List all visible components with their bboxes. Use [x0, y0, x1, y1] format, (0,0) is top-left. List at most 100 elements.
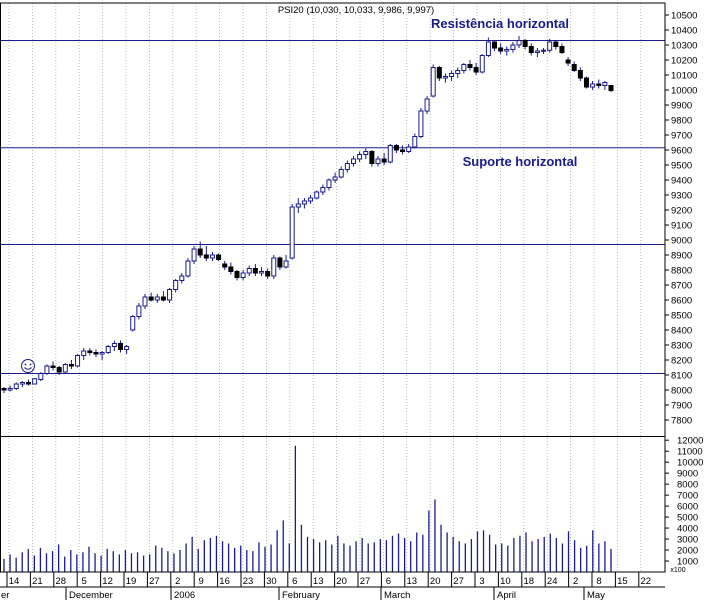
x-tick-label: 20: [430, 576, 441, 587]
candle: [344, 160, 350, 173]
candle: [50, 361, 56, 371]
y-tick-label: 10100: [671, 71, 697, 82]
candle: [148, 292, 154, 302]
candle-body: [400, 149, 406, 152]
chart-title: PSI20 (10,030, 10,033, 9,986, 9,997): [278, 5, 434, 16]
volume-tick-label: 7000: [677, 491, 698, 502]
y-tick-label: 8000: [671, 386, 692, 397]
candle: [32, 378, 38, 385]
candle-body: [608, 85, 614, 91]
x-tick-label: 8: [596, 576, 601, 587]
candle: [320, 184, 326, 195]
month-label: er: [1, 590, 9, 600]
candle: [338, 166, 344, 179]
y-tick-label: 10200: [671, 56, 697, 67]
y-tick-label: 8900: [671, 251, 692, 262]
candle-body: [197, 248, 203, 256]
candle: [75, 354, 81, 368]
candle-body: [436, 67, 442, 79]
candle-body: [13, 383, 19, 389]
candle: [442, 73, 448, 83]
candle: [13, 382, 19, 390]
candle: [136, 303, 142, 320]
x-tick-label: 9: [199, 576, 204, 587]
candle-body: [7, 388, 13, 391]
candle: [400, 145, 406, 155]
y-tick-label: 9400: [671, 176, 692, 187]
volume-tick-label: 5000: [677, 513, 698, 524]
candle-body: [504, 49, 510, 52]
candle: [596, 79, 602, 89]
candle-body: [449, 73, 455, 77]
candle: [283, 255, 289, 269]
x-tick-label: 22: [641, 576, 652, 587]
candle-body: [387, 145, 393, 163]
candle-body: [148, 296, 154, 301]
candle: [38, 372, 44, 381]
candle-body: [44, 365, 50, 374]
x-tick-label: 28: [56, 576, 67, 587]
candle-body: [571, 64, 577, 71]
candle-body: [240, 272, 246, 278]
volume-tick-label: 3000: [677, 535, 698, 546]
candle: [350, 156, 356, 167]
x-tick-label: 14: [9, 576, 20, 587]
candle-body: [338, 169, 344, 178]
candle-body: [105, 346, 111, 353]
candle-body: [93, 352, 99, 355]
candle: [191, 246, 197, 264]
candle-body: [179, 275, 185, 281]
vertical-gridlines: [8, 3, 642, 572]
candle-body: [314, 191, 320, 199]
month-label: December: [69, 590, 113, 600]
candle-body: [259, 271, 265, 274]
y-tick-label: 8400: [671, 326, 692, 337]
candle-body: [350, 158, 356, 164]
candle-body: [424, 98, 430, 112]
volume-bars: [3, 445, 612, 572]
candle-body: [320, 187, 326, 193]
y-tick-label: 10300: [671, 41, 697, 52]
candle-body: [154, 296, 160, 301]
y-tick-label: 9900: [671, 101, 692, 112]
candle-body: [590, 83, 596, 88]
candle-body: [209, 254, 215, 259]
candle: [357, 151, 363, 162]
candle: [265, 268, 271, 279]
candle: [295, 198, 301, 213]
candle: [369, 150, 375, 167]
candle-body: [375, 158, 381, 164]
candle: [314, 190, 320, 200]
candle: [541, 48, 547, 54]
volume-tick-label: 10000: [677, 458, 703, 469]
volume-tick-label: 8000: [677, 480, 698, 491]
candle-body: [357, 154, 363, 160]
candle: [99, 351, 105, 360]
y-tick-label: 10400: [671, 26, 697, 37]
candle-body: [99, 352, 105, 355]
candle-body: [473, 67, 479, 73]
candle-body: [498, 47, 504, 52]
candle: [142, 294, 148, 309]
candle-body: [289, 206, 295, 259]
candle: [332, 172, 338, 183]
candle-body: [381, 158, 387, 163]
y-tick-label: 8300: [671, 341, 692, 352]
candle-body: [1, 388, 7, 391]
candle: [485, 37, 491, 57]
candle-body: [19, 382, 25, 385]
candle: [590, 81, 596, 90]
candle-body: [68, 364, 74, 367]
candle-body: [308, 197, 314, 202]
candle: [498, 43, 504, 54]
candle-body: [461, 64, 467, 71]
candle: [68, 360, 74, 369]
x-tick-label: 21: [32, 576, 43, 587]
volume-tick-label: 6000: [677, 502, 698, 513]
candle: [583, 76, 589, 89]
candle-body: [265, 271, 271, 277]
candle-body: [528, 46, 534, 53]
candle-body: [117, 343, 123, 350]
volume-tick-label: 1000: [677, 557, 698, 568]
